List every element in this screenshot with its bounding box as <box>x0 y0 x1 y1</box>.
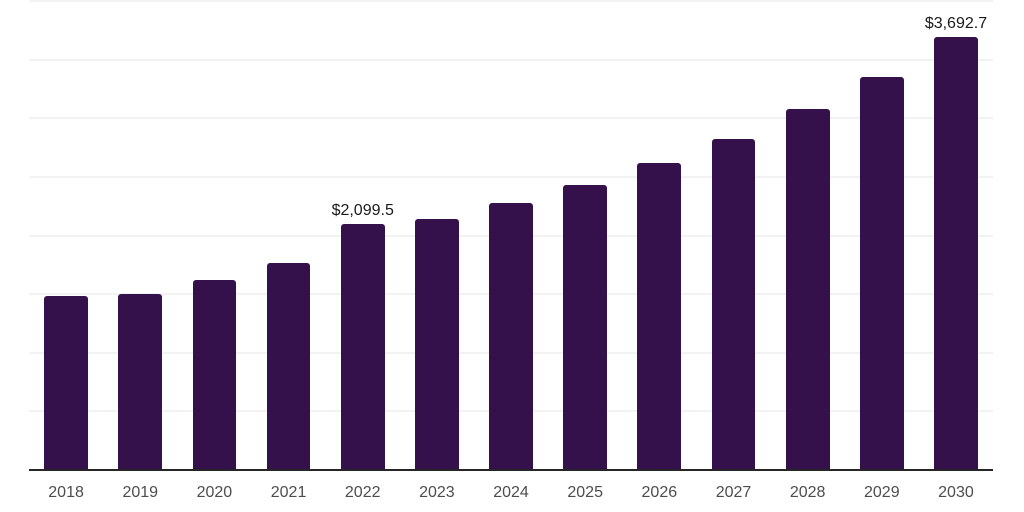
bar-2030[interactable] <box>934 37 978 470</box>
bar-2026[interactable] <box>637 163 682 470</box>
x-tick-label-2027: 2027 <box>715 484 752 501</box>
bar-column-2030: $3,692.7 <box>919 1 993 470</box>
x-tick-label-2029: 2029 <box>864 484 900 501</box>
bar-column-2028 <box>771 1 845 470</box>
bar-2021[interactable] <box>266 263 311 470</box>
x-axis-labels: 2018 2019 2020 2021 2022 2023 2024 2025 2026 2027… <box>29 484 993 502</box>
value-label-2022: $2,099.5 <box>331 201 394 219</box>
x-tick-label-2028: 2028 <box>789 484 826 501</box>
bar-column-2020 <box>177 1 251 470</box>
x-tick-label-2030: 2030 <box>938 484 974 501</box>
x-tick-label-2021: 2021 <box>270 484 307 501</box>
bar-2025[interactable] <box>563 185 608 470</box>
bar-2029[interactable] <box>859 76 904 470</box>
bar-column-2021 <box>251 1 325 470</box>
gridline-2500 <box>29 175 993 178</box>
gridline-3500 <box>29 58 993 61</box>
bar-column-2027 <box>696 1 770 470</box>
gridline-4000 <box>29 0 993 2</box>
gridline-3000 <box>29 117 993 120</box>
x-tick-label-2022: 2022 <box>344 484 381 501</box>
bar-column-2025 <box>548 1 622 470</box>
bar-2027[interactable] <box>711 139 756 470</box>
plot-area: $2,099.5 $3,692.7 <box>29 0 993 470</box>
x-tick-label-2023: 2023 <box>419 484 455 501</box>
bar-column-2022: $2,099.5 <box>326 1 400 470</box>
x-tick-label-2019: 2019 <box>122 484 159 501</box>
bar-2022[interactable] <box>340 223 385 470</box>
bar-2018[interactable] <box>44 296 88 470</box>
bar-2023[interactable] <box>414 218 459 470</box>
x-tick-label-2025: 2025 <box>567 484 603 501</box>
bar-column-2024 <box>474 1 548 470</box>
bar-column-2018 <box>29 1 103 470</box>
x-tick-label-2018: 2018 <box>48 484 84 501</box>
bar-2019[interactable] <box>118 293 163 470</box>
bar-column-2023 <box>400 1 474 470</box>
x-tick-label-2020: 2020 <box>196 484 233 501</box>
bars: $2,099.5 $3,692.7 <box>29 1 993 470</box>
value-label-2030: $3,692.7 <box>924 15 988 33</box>
bar-2020[interactable] <box>192 280 237 470</box>
bar-2028[interactable] <box>785 109 830 470</box>
bar-column-2026 <box>622 1 696 470</box>
x-tick-label-2024: 2024 <box>493 484 529 501</box>
x-axis-line <box>29 469 993 471</box>
bar-column-2019 <box>103 1 177 470</box>
bar-2024[interactable] <box>489 203 533 470</box>
x-tick-label-2026: 2026 <box>641 484 678 501</box>
bar-column-2029 <box>845 1 919 470</box>
